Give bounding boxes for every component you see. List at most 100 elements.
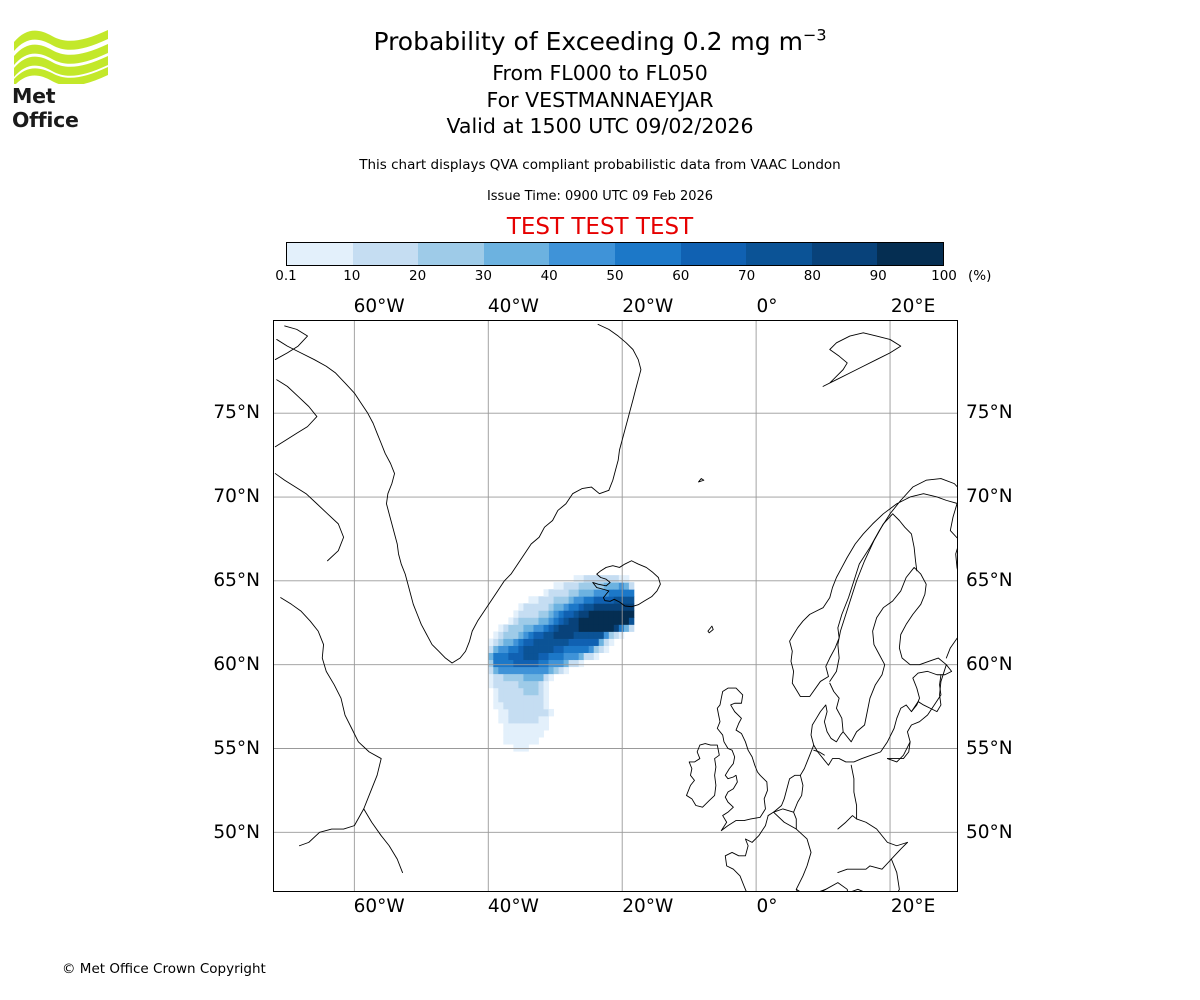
plume-cell (603, 575, 610, 583)
plume-cell (593, 624, 600, 632)
logo-wave-band-4 (14, 67, 108, 84)
plume-cell (508, 673, 514, 682)
plume-cell (548, 638, 554, 646)
plume-cell (593, 638, 600, 646)
plume-cell (593, 596, 600, 604)
coastline-newfoundland (298, 808, 403, 874)
plume-cell (588, 610, 595, 618)
plume-cell (593, 603, 600, 611)
plume-cell (523, 737, 529, 745)
map-panel[interactable] (273, 320, 958, 892)
plume-cell (563, 617, 570, 625)
plume-cell (528, 638, 534, 646)
plume-cell (513, 694, 519, 703)
plume-cell (528, 603, 534, 611)
plume-cell (523, 730, 529, 738)
plume-cell (558, 659, 565, 668)
plume-cell (543, 596, 549, 604)
ash-plume-layer (488, 575, 635, 752)
plume-cell (598, 610, 605, 618)
met-office-logo-text: Met Office (12, 84, 79, 132)
plume-cell (523, 645, 529, 654)
plume-cell (558, 638, 565, 646)
plume-cell (513, 617, 519, 625)
plume-cell (518, 680, 524, 689)
plume-cell (523, 723, 529, 731)
plume-cell (623, 617, 630, 625)
plume-cell (538, 638, 544, 646)
plume-cell (533, 701, 539, 710)
plume-cell (513, 610, 519, 618)
coastline-france-iberia (724, 815, 769, 891)
plume-cell (573, 610, 580, 618)
plume-cell (598, 582, 605, 590)
location-subtitle: For VESTMANNAEYJAR (486, 87, 714, 112)
plume-cell (613, 617, 620, 625)
plume-cell (628, 596, 635, 604)
lon-label-60°W: 60°W (353, 296, 405, 317)
plume-cell (513, 652, 519, 661)
plume-cell (538, 631, 544, 639)
plume-cell (523, 603, 529, 611)
plume-cell (568, 582, 575, 590)
plume-cell (558, 610, 565, 618)
plume-cell (543, 589, 549, 597)
plume-cell (493, 680, 499, 689)
plume-cell (528, 708, 534, 717)
plume-cell (548, 673, 554, 682)
coastline-baffin-n (274, 379, 318, 448)
plume-cell (613, 603, 620, 611)
lat-label-right-55°N: 55°N (966, 738, 1013, 759)
coastline-border-dk-de (813, 749, 825, 756)
plume-cell (533, 715, 539, 724)
colorbar-tick-90: 90 (869, 268, 887, 284)
plume-cell (568, 631, 575, 639)
plume-cell (503, 723, 509, 731)
lat-label-left-70°N: 70°N (213, 485, 260, 507)
coastline-border-fr-de (773, 811, 812, 891)
plume-cell (568, 603, 575, 611)
plume-cell (578, 610, 585, 618)
plume-cell (548, 645, 554, 654)
plume-cell (578, 596, 585, 604)
colorbar-tick-80: 80 (803, 268, 821, 284)
plume-cell (538, 624, 544, 632)
plume-cell (588, 589, 595, 597)
plume-cell (593, 575, 600, 583)
plume-cell (573, 645, 580, 654)
plume-cell (503, 730, 509, 738)
plume-cell (493, 694, 499, 703)
coastline-border-ch (795, 888, 827, 891)
plume-cell (528, 694, 534, 703)
plume-cell (523, 666, 529, 675)
plume-cell (533, 737, 539, 745)
coastline-iceland (592, 560, 661, 608)
plume-cell (568, 638, 575, 646)
plume-cell (548, 631, 554, 639)
plume-cell (603, 596, 610, 604)
plume-cell (593, 645, 600, 654)
plume-cell (608, 631, 615, 639)
plume-cell (553, 659, 559, 668)
plume-cell (618, 631, 625, 639)
plume-cell (628, 617, 635, 625)
plume-cell (603, 603, 610, 611)
plume-cell (498, 673, 504, 682)
plume-cell (563, 652, 570, 661)
page-title: Probability of Exceeding 0.2 mg m−3 (0, 0, 1200, 54)
plume-cell (493, 631, 499, 639)
plume-cell (523, 680, 529, 689)
lon-label-20°E: 20°E (890, 296, 936, 317)
plume-cell (533, 723, 539, 731)
plume-cell (513, 687, 519, 696)
plume-cell (518, 659, 524, 668)
plume-cell (543, 723, 549, 731)
plume-cell (518, 694, 524, 703)
plume-cell (583, 617, 590, 625)
plume-cell (538, 652, 544, 661)
plume-cell (613, 589, 620, 597)
plume-cell (623, 610, 630, 618)
coastline-baffin (274, 473, 345, 562)
plume-cell (608, 624, 615, 632)
plume-cell (618, 596, 625, 604)
